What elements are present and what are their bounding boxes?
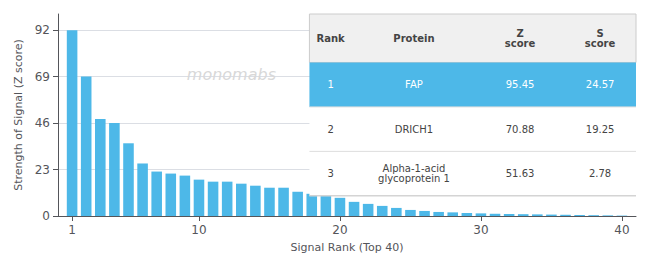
svg-text:FAP: FAP xyxy=(405,79,423,90)
svg-text:monomabs: monomabs xyxy=(187,65,276,84)
svg-text:51.63: 51.63 xyxy=(506,168,535,179)
svg-text:score: score xyxy=(585,38,616,49)
svg-text:69: 69 xyxy=(35,70,50,84)
svg-text:Protein: Protein xyxy=(393,33,434,44)
svg-text:score: score xyxy=(505,38,536,49)
svg-text:2: 2 xyxy=(327,124,333,135)
svg-text:2.78: 2.78 xyxy=(589,168,611,179)
svg-text:1: 1 xyxy=(68,223,76,237)
svg-text:Alpha-1-acid: Alpha-1-acid xyxy=(382,163,446,175)
svg-text:46: 46 xyxy=(35,116,50,130)
svg-text:95.45: 95.45 xyxy=(506,79,535,90)
svg-text:40: 40 xyxy=(614,223,629,237)
svg-text:DRICH1: DRICH1 xyxy=(395,124,433,135)
svg-text:23: 23 xyxy=(35,163,50,177)
svg-text:24.57: 24.57 xyxy=(586,79,615,90)
svg-text:Z: Z xyxy=(516,27,524,39)
svg-text:30: 30 xyxy=(473,223,488,237)
svg-text:Strength of Signal (Z score): Strength of Signal (Z score) xyxy=(12,39,25,191)
svg-text:10: 10 xyxy=(191,223,206,237)
svg-text:70.88: 70.88 xyxy=(506,124,535,135)
svg-text:92: 92 xyxy=(35,23,50,37)
svg-text:3: 3 xyxy=(327,168,333,179)
svg-text:20: 20 xyxy=(332,223,347,237)
svg-text:Rank: Rank xyxy=(317,33,346,44)
svg-text:1: 1 xyxy=(327,79,333,90)
svg-text:glycoprotein 1: glycoprotein 1 xyxy=(378,173,450,184)
svg-text:Signal Rank (Top 40): Signal Rank (Top 40) xyxy=(291,241,404,254)
svg-text:19.25: 19.25 xyxy=(586,124,615,135)
svg-text:0: 0 xyxy=(42,209,50,223)
svg-text:S: S xyxy=(596,27,604,39)
